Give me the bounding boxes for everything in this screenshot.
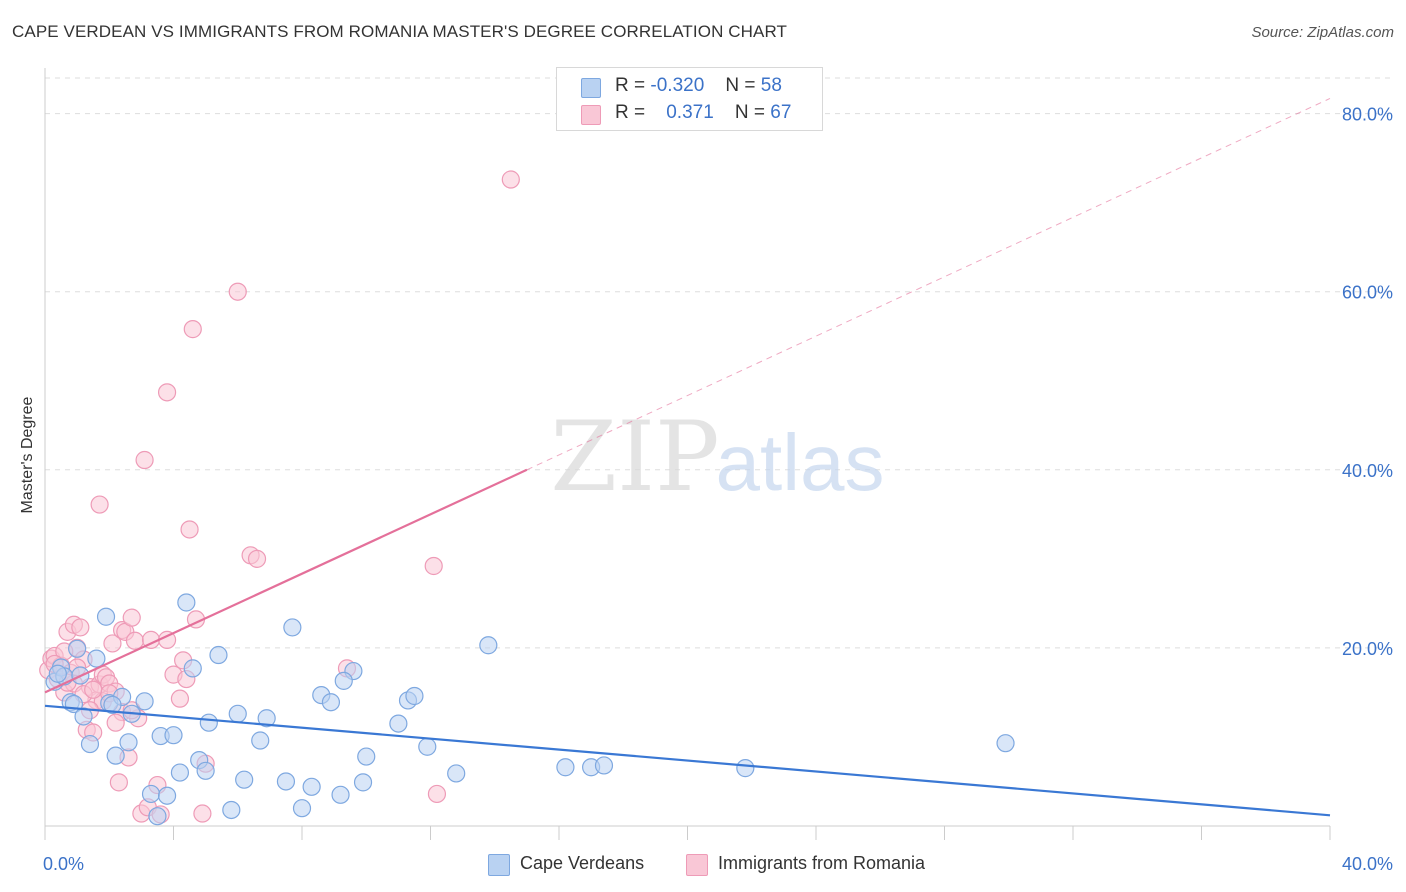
data-point-cape-verdean — [357, 747, 376, 766]
chart-title: CAPE VERDEAN VS IMMIGRANTS FROM ROMANIA … — [12, 22, 788, 41]
correlation-legend: R = -0.320 N = 58 R = 0.371 N = 67 — [556, 67, 823, 131]
data-point-cape-verdean — [157, 786, 177, 805]
series-legend: Cape Verdeans Immigrants from Romania — [0, 852, 1406, 878]
data-point-romania — [84, 680, 103, 699]
data-point-cape-verdean — [80, 734, 100, 754]
data-point-romania — [109, 773, 128, 792]
source-label: Source: ZipAtlas.com — [1251, 24, 1394, 41]
data-point-cape-verdean — [353, 773, 373, 792]
data-point-romania — [183, 320, 202, 339]
data-point-romania — [193, 804, 212, 823]
watermark-atlas: atlas — [716, 418, 885, 507]
data-point-romania — [427, 784, 447, 804]
legend-r-value: 0.371 — [666, 102, 714, 123]
data-point-romania — [90, 495, 109, 514]
data-point-cape-verdean — [96, 607, 116, 626]
watermark: ZIP atlas — [550, 401, 884, 513]
data-point-cape-verdean — [556, 758, 575, 777]
data-point-cape-verdean — [222, 800, 241, 820]
legend-swatch-pink — [581, 105, 601, 125]
axes — [44, 68, 1331, 840]
data-point-cape-verdean — [389, 714, 408, 733]
legend-r-label: R = — [615, 75, 646, 96]
data-point-romania — [122, 608, 141, 627]
legend-n-value: 67 — [770, 102, 792, 123]
data-point-cape-verdean — [199, 713, 218, 732]
data-point-romania — [170, 689, 190, 708]
data-point-cape-verdean — [736, 759, 755, 778]
data-point-cape-verdean — [321, 693, 341, 712]
legend-n-label: N = — [734, 102, 766, 123]
data-point-cape-verdean — [251, 731, 270, 750]
data-point-cape-verdean — [418, 737, 437, 756]
data-point-cape-verdean — [148, 807, 167, 826]
data-point-cape-verdean — [447, 764, 466, 783]
data-point-cape-verdean — [594, 756, 614, 775]
legend-label-cape-verdeans: Cape Verdeans — [520, 853, 645, 873]
data-point-cape-verdean — [276, 772, 296, 791]
data-point-romania — [157, 383, 177, 402]
y-tick-label: 60.0% — [1342, 283, 1393, 303]
watermark-zip: ZIP — [550, 401, 719, 513]
data-point-cape-verdean — [183, 659, 202, 678]
y-tick-label: 40.0% — [1342, 461, 1393, 481]
legend-r-value: -0.320 — [650, 75, 705, 96]
data-point-romania — [125, 631, 145, 650]
data-point-romania — [135, 450, 154, 470]
data-point-cape-verdean — [164, 726, 183, 745]
data-point-romania — [106, 713, 125, 732]
data-point-cape-verdean — [68, 639, 87, 658]
data-point-romania — [71, 618, 90, 637]
data-point-cape-verdean — [87, 649, 106, 668]
data-point-cape-verdean — [103, 695, 122, 714]
trend-lines — [44, 98, 1331, 817]
data-point-cape-verdean — [479, 636, 498, 655]
data-point-cape-verdean — [170, 763, 190, 782]
data-point-cape-verdean — [177, 593, 196, 612]
legend-label-romania: Immigrants from Romania — [718, 853, 926, 873]
data-point-romania — [103, 634, 122, 653]
data-point-cape-verdean — [141, 784, 161, 804]
data-point-romania — [228, 282, 247, 301]
data-point-cape-verdean — [292, 799, 312, 818]
trend-line-romania-extrapolated — [526, 98, 1331, 471]
data-point-cape-verdean — [135, 692, 154, 711]
trend-line-cape-verdean — [44, 704, 1331, 817]
data-point-cape-verdean — [334, 671, 353, 690]
data-point-cape-verdean — [209, 645, 228, 665]
data-point-cape-verdean — [996, 734, 1015, 753]
legend-r-label: R = — [615, 102, 646, 123]
legend-n-value: 58 — [760, 75, 782, 96]
data-point-cape-verdean — [331, 785, 350, 804]
legend-swatch-blue — [581, 78, 601, 98]
trend-line-romania — [44, 468, 528, 694]
data-point-romania — [501, 170, 520, 189]
data-point-romania — [180, 520, 199, 539]
data-point-cape-verdean — [257, 709, 276, 728]
legend-swatch-blue — [488, 854, 510, 876]
data-point-cape-verdean — [283, 618, 302, 637]
tick-labels: 20.0% 40.0% 60.0% 80.0% 0.0% 40.0% — [43, 105, 1393, 874]
y-tick-label: 80.0% — [1342, 105, 1393, 125]
legend-n-label: N = — [725, 75, 756, 96]
data-point-romania — [424, 556, 443, 576]
data-point-romania — [247, 549, 267, 568]
data-point-cape-verdean — [119, 733, 138, 752]
data-point-cape-verdean — [235, 770, 254, 789]
data-point-cape-verdean — [48, 664, 67, 683]
data-point-cape-verdean — [228, 704, 247, 723]
data-point-cape-verdean — [302, 777, 321, 796]
data-point-cape-verdean — [196, 761, 215, 780]
series-cape-verdean-points — [45, 593, 1015, 826]
data-point-cape-verdean — [106, 746, 125, 765]
legend-swatch-pink — [686, 854, 708, 876]
x-tick-label: 40.0% — [1342, 854, 1393, 874]
y-tick-label: 20.0% — [1342, 639, 1393, 659]
x-tick-label: 0.0% — [43, 854, 84, 874]
data-point-cape-verdean — [405, 686, 424, 706]
